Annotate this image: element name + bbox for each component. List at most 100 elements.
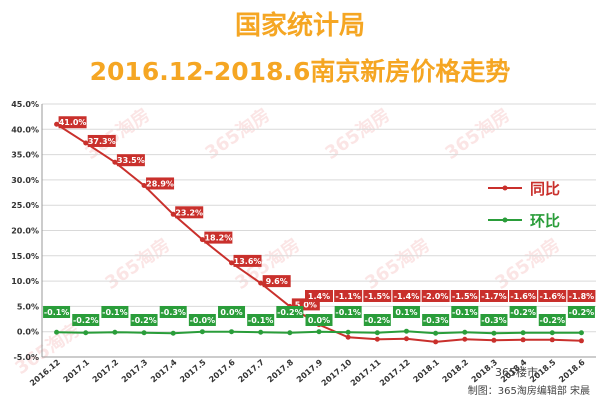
data-label-yoy: 41.0% (59, 118, 87, 127)
data-label-mom: -0.2% (540, 316, 566, 325)
data-label-yoy: 33.5% (117, 156, 145, 165)
data-label-yoy: -1.6% (510, 292, 536, 301)
data-point (462, 329, 468, 335)
x-tick-label: 2016.12 (28, 358, 62, 388)
data-point (520, 337, 526, 343)
data-label-mom: -0.2% (131, 316, 157, 325)
data-point (112, 159, 118, 165)
data-label-yoy: -1.5% (452, 292, 478, 301)
data-point (491, 330, 497, 336)
legend-label: 同比 (530, 180, 560, 198)
data-label-yoy: -1.8% (569, 292, 595, 301)
data-label-box (567, 306, 595, 318)
x-tick-label: 2018.1 (411, 357, 441, 384)
legend-marker (502, 185, 508, 191)
data-label-box (479, 290, 508, 302)
data-label-box (130, 314, 158, 326)
data-point (112, 329, 118, 335)
data-label-mom: -0.2% (569, 308, 595, 317)
data-label-yoy: 23.2% (175, 208, 203, 217)
y-tick-label: 5.0% (17, 302, 39, 311)
data-label-mom: -0.1% (44, 308, 70, 317)
data-label-box (392, 306, 420, 318)
data-point (83, 140, 89, 146)
data-label-yoy: 5.0% (295, 300, 317, 309)
data-point (549, 337, 555, 343)
data-label-mom: -0.1% (335, 308, 361, 317)
data-label-box (305, 290, 333, 302)
data-label-box (421, 290, 450, 302)
data-point (491, 337, 497, 343)
data-label-box (538, 290, 567, 302)
data-label-box (58, 116, 87, 129)
data-label-box (159, 306, 187, 318)
x-tick-label: 2017.2 (91, 358, 120, 385)
data-label-mom: -0.3% (481, 316, 507, 325)
legend-marker (502, 217, 508, 223)
data-label-box (247, 314, 275, 326)
data-label-box (567, 290, 596, 302)
data-point (229, 329, 235, 335)
data-label-box (204, 231, 233, 244)
x-tick-label: 2017.12 (378, 358, 412, 388)
data-label-box (363, 290, 392, 302)
data-label-box (87, 134, 116, 147)
data-point (258, 329, 264, 335)
data-point (54, 329, 60, 335)
data-point (433, 330, 439, 336)
data-point (345, 334, 351, 340)
data-label-mom: 0.0% (220, 308, 242, 317)
data-label-mom: -0.2% (277, 308, 303, 317)
credit-text: 制图：365淘房编辑部 宋晨 (467, 386, 590, 397)
data-label-box (451, 306, 479, 318)
brand-logo: 365楼市 (495, 366, 538, 379)
x-tick-label: 2017.6 (207, 357, 237, 384)
data-label-box (450, 290, 479, 302)
data-label-box (334, 306, 362, 318)
data-label-yoy: 37.3% (88, 137, 116, 146)
data-point (83, 330, 89, 336)
data-point (520, 330, 526, 336)
data-point (229, 260, 235, 266)
data-label-box (422, 314, 450, 326)
y-tick-label: 40.0% (11, 125, 39, 134)
data-point (287, 330, 293, 336)
data-point (462, 336, 468, 342)
data-label-yoy: 13.6% (234, 257, 262, 266)
data-label-yoy: -1.6% (540, 292, 566, 301)
x-tick-label: 2018.6 (557, 357, 587, 384)
data-label-mom: 0.0% (308, 316, 330, 325)
x-tick-label: 2017.5 (178, 357, 208, 384)
y-tick-label: -5.0% (13, 353, 39, 362)
y-tick-label: 15.0% (11, 252, 39, 261)
data-label-yoy: 1.4% (308, 292, 330, 301)
data-label-box (276, 306, 304, 318)
data-label-mom: -0.2% (73, 316, 99, 325)
data-label-yoy: -1.4% (394, 292, 420, 301)
data-label-mom: -0.1% (452, 308, 478, 317)
data-label-box (262, 275, 291, 288)
data-label-mom: -0.2% (510, 308, 536, 317)
x-tick-label: 2017.1 (62, 357, 92, 384)
data-label-box (43, 306, 71, 318)
data-label-box (146, 177, 175, 190)
y-tick-label: 30.0% (11, 176, 39, 185)
data-label-yoy: -1.1% (335, 292, 361, 301)
data-label-mom: -0.2% (365, 316, 391, 325)
data-point (403, 328, 409, 334)
data-label-box (175, 206, 204, 219)
data-point (170, 211, 176, 217)
data-label-yoy: -1.7% (481, 292, 507, 301)
x-tick-label: 2017.4 (149, 357, 179, 384)
data-point (258, 280, 264, 286)
data-label-box (392, 290, 421, 302)
data-label-mom: -0.0% (190, 316, 216, 325)
data-label-yoy: 28.9% (146, 179, 174, 188)
y-tick-label: 35.0% (11, 151, 39, 160)
data-label-box (101, 306, 129, 318)
x-tick-label: 2017.8 (266, 357, 296, 384)
data-point (199, 329, 205, 335)
x-tick-label: 2017.11 (349, 357, 383, 388)
y-tick-label: 10.0% (11, 277, 39, 286)
